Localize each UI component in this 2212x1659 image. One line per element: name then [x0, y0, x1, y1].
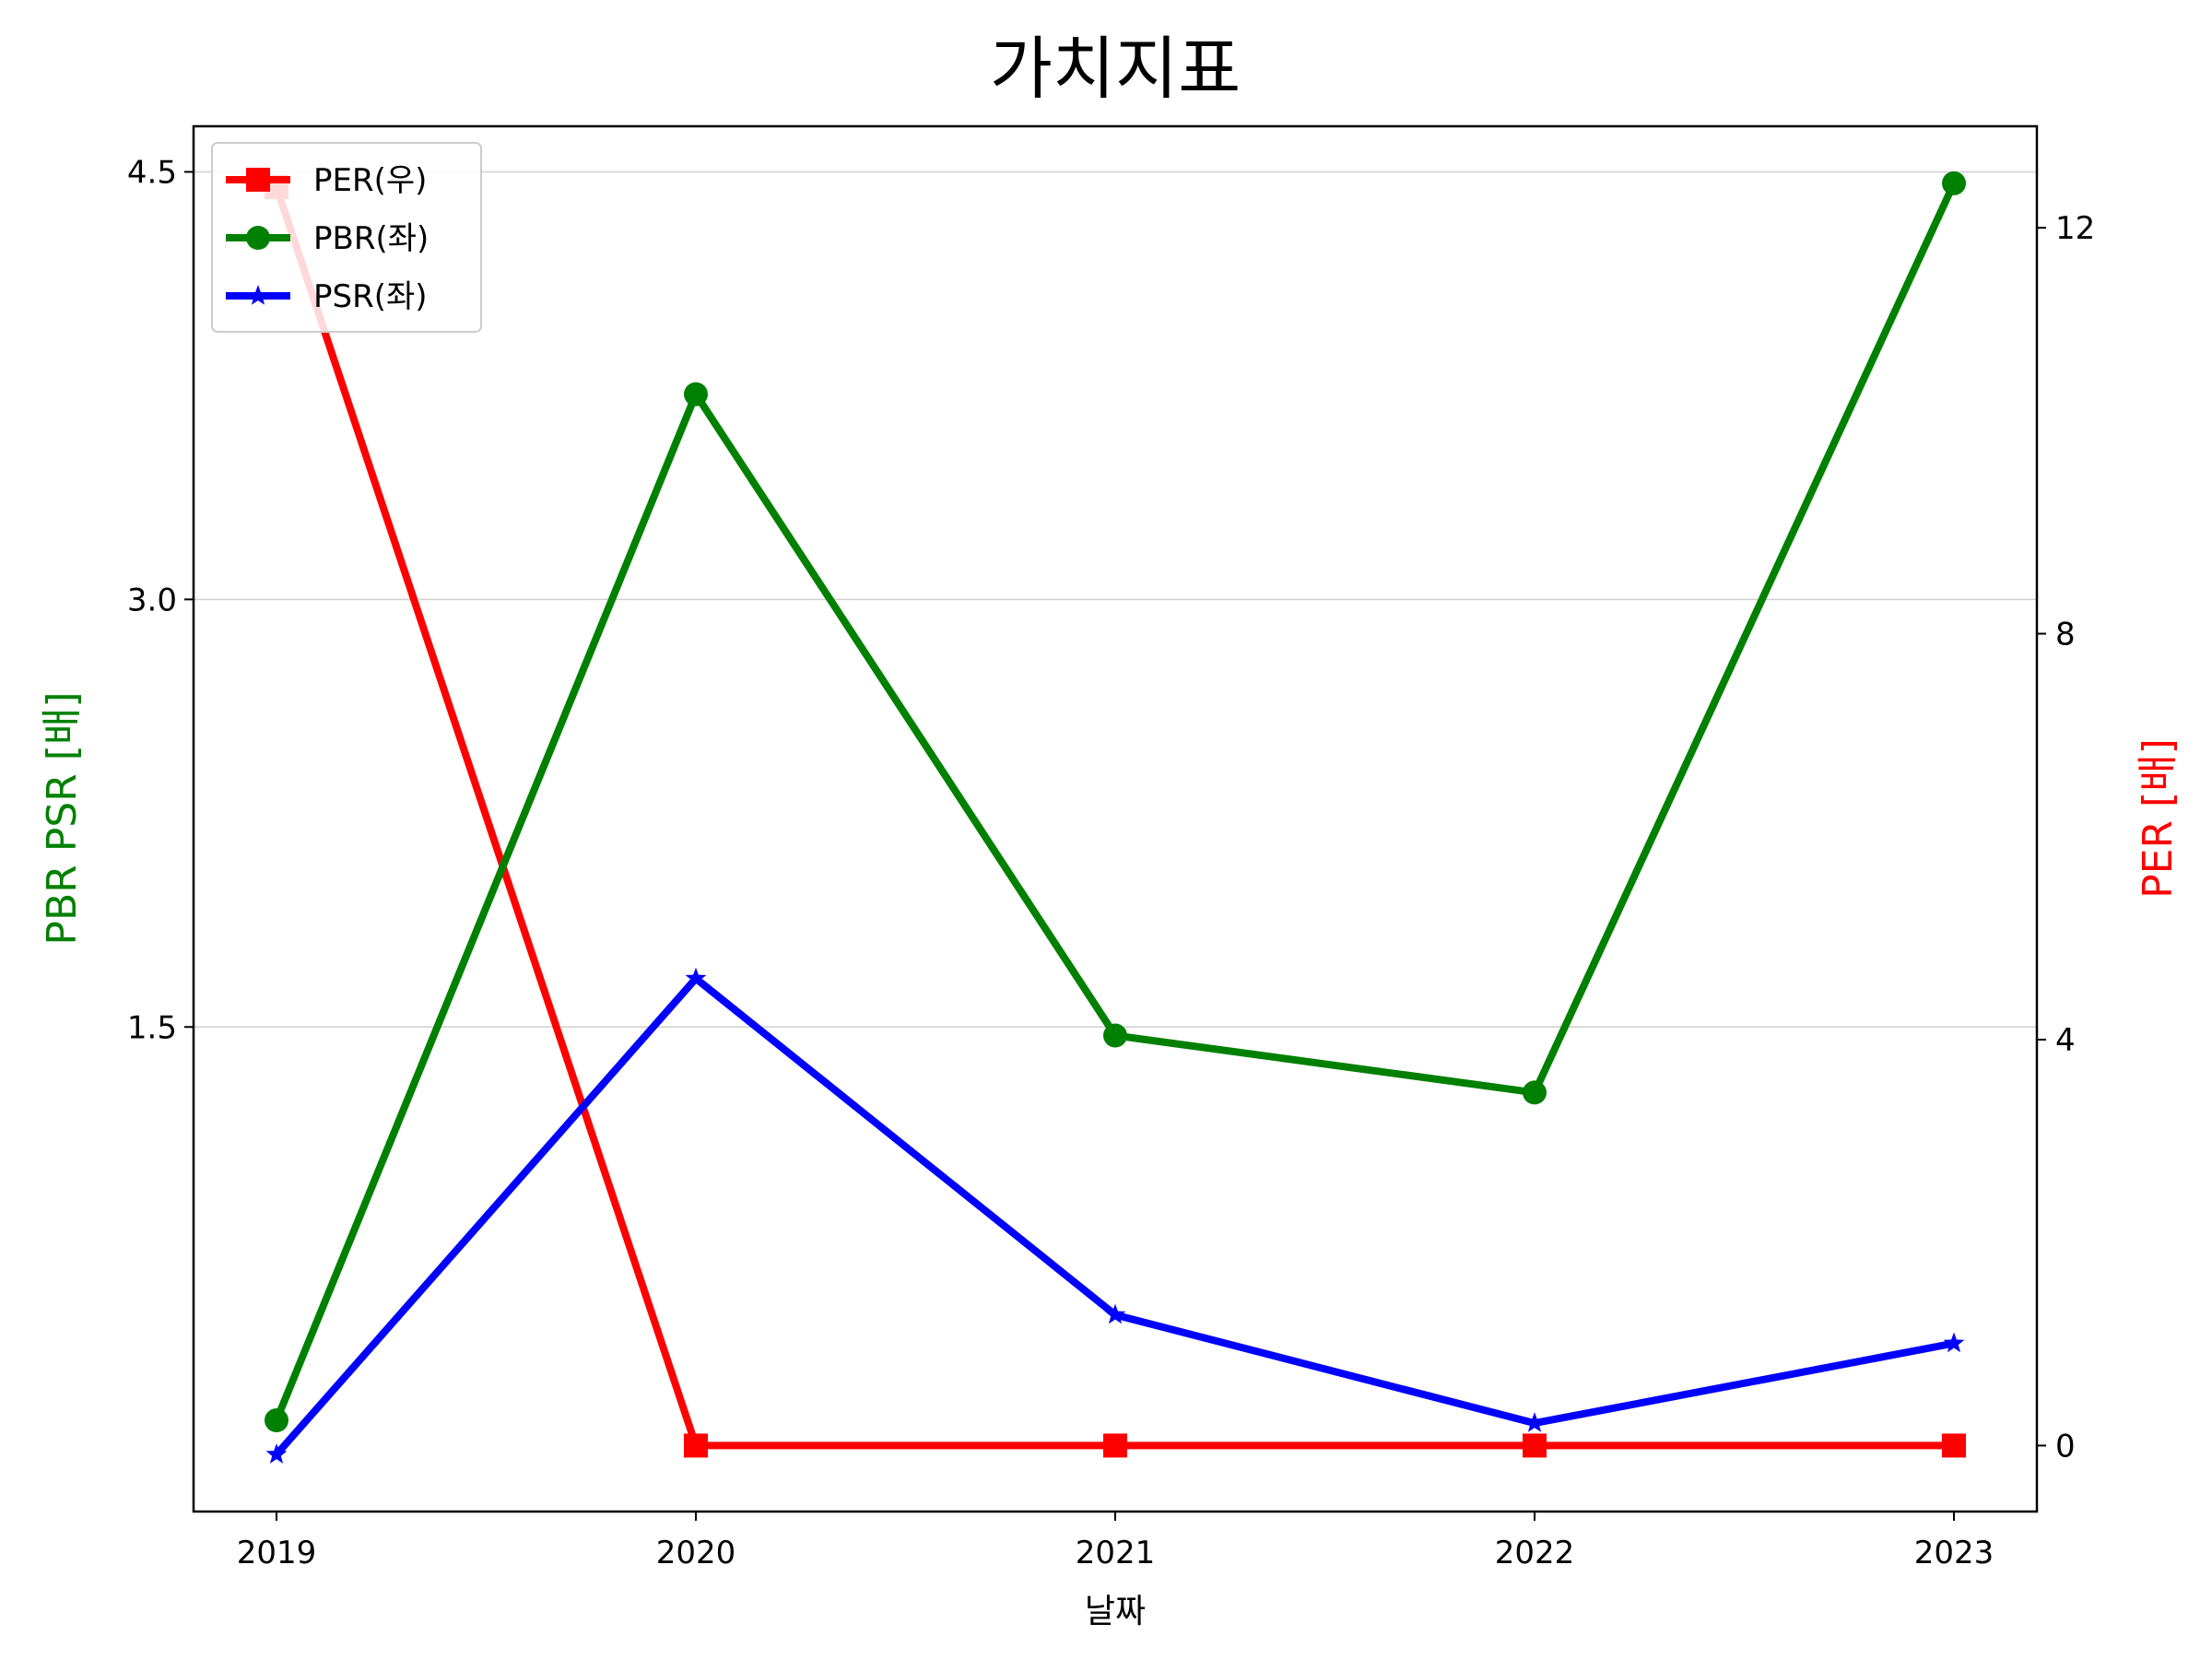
legend-label: PBR(좌) — [313, 220, 429, 257]
left-tick-label: 1.5 — [127, 1009, 177, 1046]
data-point — [1104, 1303, 1126, 1324]
left-axis-label: PBR PSR [배] — [39, 691, 86, 945]
series-layer — [265, 171, 1966, 1464]
data-point — [1942, 1433, 1966, 1458]
right-y-axis: 0 4 8 12 — [2037, 210, 2095, 1465]
legend-label: PER(우) — [313, 162, 427, 199]
x-tick-label: 2020 — [656, 1535, 736, 1571]
series-square — [265, 175, 1966, 1458]
x-tick-label: 2023 — [1914, 1535, 1994, 1571]
series-circle — [265, 171, 1966, 1433]
series-star — [265, 967, 1965, 1464]
legend-item: PBR(좌) — [226, 220, 429, 257]
data-point — [1524, 1412, 1546, 1432]
data-point — [1942, 171, 1966, 195]
legend-marker — [246, 226, 270, 250]
chart-title: 가치지표 — [990, 29, 1241, 109]
legend-item: PSR(좌) — [226, 278, 428, 315]
data-point — [1943, 1332, 1965, 1353]
right-axis-label: PER [배] — [2135, 738, 2182, 899]
legend-marker — [246, 168, 270, 192]
data-point — [684, 382, 708, 406]
x-axis: 2019 2020 2021 2022 2023 — [237, 1512, 1994, 1571]
left-tick-label: 3.0 — [127, 582, 177, 618]
right-tick-label: 8 — [2055, 617, 2076, 653]
data-point — [685, 967, 707, 988]
left-tick-label: 4.5 — [127, 154, 177, 191]
right-tick-label: 0 — [2055, 1428, 2076, 1465]
right-tick-label: 12 — [2055, 210, 2095, 247]
x-tick-label: 2021 — [1076, 1535, 1156, 1571]
x-tick-label: 2022 — [1495, 1535, 1575, 1571]
right-tick-label: 4 — [2055, 1022, 2076, 1059]
data-point — [1523, 1080, 1547, 1105]
legend-marker — [247, 285, 269, 305]
legend-item: PER(우) — [226, 162, 427, 199]
data-point — [265, 1408, 288, 1433]
data-point — [1103, 1023, 1127, 1048]
x-tick-label: 2019 — [237, 1535, 317, 1571]
legend: PER(우) PBR(좌) PSR(좌) — [211, 142, 482, 333]
legend-label: PSR(좌) — [313, 278, 428, 315]
data-point — [1103, 1433, 1127, 1458]
data-point — [265, 1443, 288, 1464]
left-y-axis: 1.5 3.0 4.5 — [127, 154, 194, 1046]
data-point — [1523, 1433, 1547, 1458]
x-axis-label: 날짜 — [1085, 1593, 1146, 1630]
data-point — [684, 1433, 708, 1458]
legend-box — [211, 142, 482, 333]
